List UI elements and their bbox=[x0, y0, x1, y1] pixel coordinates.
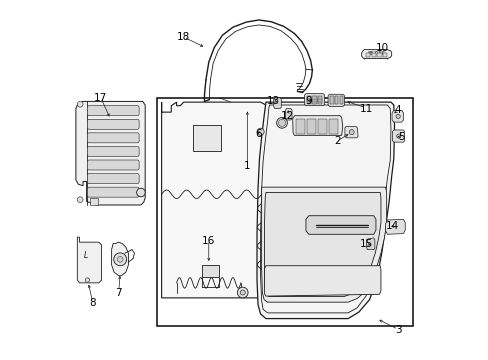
Polygon shape bbox=[344, 126, 357, 138]
Bar bbox=[90, 198, 98, 205]
Bar bbox=[382, 53, 386, 57]
Circle shape bbox=[240, 290, 244, 295]
FancyBboxPatch shape bbox=[87, 119, 139, 129]
Text: 7: 7 bbox=[115, 288, 122, 297]
Text: 14: 14 bbox=[386, 221, 399, 231]
FancyBboxPatch shape bbox=[87, 147, 139, 157]
Circle shape bbox=[396, 134, 400, 138]
Circle shape bbox=[85, 278, 89, 282]
Bar bbox=[312, 99, 316, 102]
Polygon shape bbox=[305, 216, 375, 234]
Polygon shape bbox=[385, 219, 405, 234]
Text: 13: 13 bbox=[266, 96, 279, 107]
Bar bbox=[317, 96, 322, 104]
Bar bbox=[295, 119, 304, 134]
Circle shape bbox=[278, 119, 285, 126]
Text: 3: 3 bbox=[394, 325, 401, 335]
Text: 12: 12 bbox=[280, 111, 293, 121]
Text: 6: 6 bbox=[254, 129, 261, 139]
Bar bbox=[306, 119, 315, 134]
Bar bbox=[365, 53, 369, 57]
Polygon shape bbox=[111, 242, 128, 276]
Polygon shape bbox=[391, 130, 404, 142]
Bar bbox=[312, 96, 316, 104]
Bar bbox=[306, 99, 310, 102]
FancyBboxPatch shape bbox=[87, 160, 139, 170]
Circle shape bbox=[77, 102, 83, 107]
Circle shape bbox=[114, 253, 126, 266]
Polygon shape bbox=[304, 94, 324, 106]
Text: 16: 16 bbox=[202, 236, 215, 246]
Polygon shape bbox=[264, 266, 380, 296]
Text: 15: 15 bbox=[359, 239, 372, 249]
FancyBboxPatch shape bbox=[87, 133, 139, 143]
Bar bbox=[328, 119, 337, 134]
Text: 5: 5 bbox=[398, 132, 404, 142]
Polygon shape bbox=[273, 98, 281, 109]
Bar bbox=[329, 96, 333, 104]
Text: 2: 2 bbox=[333, 136, 340, 146]
Bar bbox=[371, 53, 375, 57]
Text: 1: 1 bbox=[244, 161, 250, 171]
FancyBboxPatch shape bbox=[87, 106, 139, 116]
Polygon shape bbox=[76, 102, 145, 205]
Bar bbox=[192, 125, 221, 152]
Polygon shape bbox=[162, 102, 267, 298]
Polygon shape bbox=[361, 50, 391, 59]
Circle shape bbox=[136, 188, 145, 197]
Polygon shape bbox=[77, 237, 102, 283]
Text: 11: 11 bbox=[359, 104, 372, 113]
Polygon shape bbox=[257, 102, 394, 319]
Polygon shape bbox=[285, 109, 291, 120]
Circle shape bbox=[77, 197, 83, 203]
Bar bbox=[317, 119, 326, 134]
Text: 8: 8 bbox=[89, 298, 96, 308]
Bar bbox=[377, 53, 381, 57]
Bar bbox=[339, 96, 343, 104]
Circle shape bbox=[117, 256, 123, 262]
Bar bbox=[157, 98, 413, 327]
FancyBboxPatch shape bbox=[87, 187, 139, 197]
Text: 4: 4 bbox=[394, 105, 401, 115]
Bar bbox=[306, 96, 310, 104]
Circle shape bbox=[395, 114, 400, 118]
Polygon shape bbox=[366, 238, 374, 249]
Text: BEZIER: BEZIER bbox=[367, 51, 385, 57]
Polygon shape bbox=[391, 111, 403, 122]
Circle shape bbox=[257, 128, 264, 135]
Polygon shape bbox=[292, 116, 342, 135]
FancyBboxPatch shape bbox=[87, 174, 139, 184]
Bar bbox=[201, 265, 219, 277]
Bar bbox=[317, 99, 322, 102]
Text: 9: 9 bbox=[305, 96, 311, 107]
Circle shape bbox=[276, 117, 287, 128]
Text: L: L bbox=[83, 251, 87, 260]
Polygon shape bbox=[264, 193, 380, 296]
Bar bbox=[334, 96, 338, 104]
Text: 18: 18 bbox=[177, 32, 190, 42]
Polygon shape bbox=[327, 94, 344, 107]
Text: 10: 10 bbox=[375, 43, 388, 53]
Polygon shape bbox=[261, 187, 386, 302]
Text: 17: 17 bbox=[94, 93, 107, 103]
Circle shape bbox=[348, 130, 353, 135]
Circle shape bbox=[237, 287, 247, 298]
